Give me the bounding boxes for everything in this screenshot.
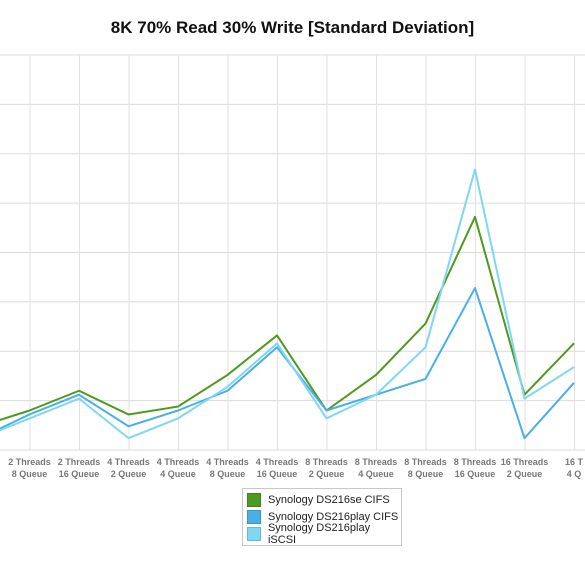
x-tick-label: 16 Queue <box>59 469 100 479</box>
x-tick-label: 4 Threads <box>107 457 150 467</box>
legend-swatch <box>247 526 261 541</box>
chart-title: 8K 70% Read 30% Write [Standard Deviatio… <box>110 18 475 37</box>
legend-swatch <box>247 492 261 507</box>
legend-item-ds216se-cifs[interactable]: Synology DS216se CIFS <box>247 491 401 508</box>
x-tick-label: 4 Threads <box>206 457 249 467</box>
x-tick-label: 8 Threads <box>355 457 398 467</box>
x-tick-label: 16 T <box>565 457 584 467</box>
legend-label: Synology DS216play iSCSI <box>267 521 371 546</box>
x-tick-label: 16 Threads <box>501 457 549 467</box>
legend-swatch <box>247 509 261 524</box>
x-tick-label: 8 Threads <box>454 457 497 467</box>
x-tick-label: 4 Q <box>567 469 582 479</box>
series-line-1 <box>0 215 575 421</box>
x-tick-label: 2 Queue <box>111 469 147 479</box>
x-tick-label: 8 Threads <box>404 457 447 467</box>
x-tick-label: 8 Queue <box>408 469 444 479</box>
x-tick-label: 2 Queue <box>309 469 345 479</box>
x-tick-label: 2 Threads <box>8 457 51 467</box>
x-tick-label: 8 Queue <box>12 469 48 479</box>
legend-item-ds216play-cifs[interactable]: Synology DS216play CIFS <box>247 508 401 525</box>
legend: Synology DS216se CIFS Synology DS216play… <box>242 488 402 546</box>
legend-label: Synology DS216play CIFS <box>268 510 399 523</box>
x-tick-label: 16 Queue <box>257 469 298 479</box>
x-tick-label: 4 Threads <box>256 457 299 467</box>
x-tick-label: 4 Threads <box>157 457 200 467</box>
grid-lines <box>0 54 585 451</box>
series-line-3 <box>0 168 575 440</box>
legend-label: Synology DS216se CIFS <box>268 493 390 506</box>
x-tick-label: 4 Queue <box>358 469 394 479</box>
x-tick-label: 2 Threads <box>58 457 101 467</box>
x-tick-label: 4 Queue <box>160 469 196 479</box>
x-tick-label: 8 Threads <box>305 457 348 467</box>
x-tick-label: 2 Queue <box>507 469 543 479</box>
x-tick-label: 16 Queue <box>455 469 496 479</box>
x-tick-label: 8 Queue <box>210 469 246 479</box>
legend-item-ds216play-iscsi[interactable]: Synology DS216play iSCSI <box>247 522 401 546</box>
series-line-2 <box>0 287 575 440</box>
series-lines <box>0 168 575 440</box>
